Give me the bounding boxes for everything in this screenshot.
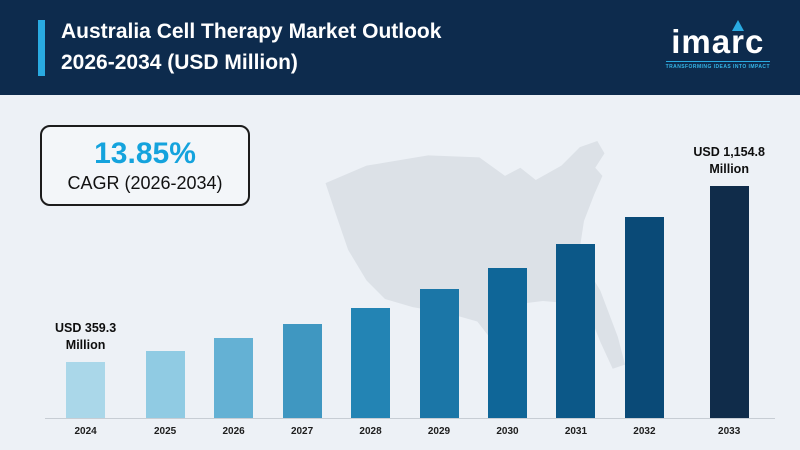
bar-column-2031: 2031 (556, 244, 596, 438)
bar-value-label-2024: USD 359.3 Million (55, 321, 117, 353)
bar-2029 (419, 289, 459, 419)
header: Australia Cell Therapy Market Outlook 20… (0, 0, 800, 95)
bar-2026 (214, 338, 254, 419)
bar-column-2033: USD 1,154.8 Million 2033 (693, 144, 765, 438)
bar-2032 (624, 217, 664, 419)
imarc-logo: imarc TRANSFORMING IDEAS INTO IMPACT (665, 20, 770, 70)
bar-column-2027: 2027 (282, 324, 322, 438)
x-axis-label-2025: 2025 (154, 426, 177, 437)
page-title: Australia Cell Therapy Market Outlook 20… (61, 17, 441, 78)
x-axis-label-2029: 2029 (427, 426, 451, 437)
x-axis-label-2031: 2031 (564, 426, 588, 437)
bar-column-2024: USD 359.3 Million 2024 (55, 320, 116, 438)
title-line-2: 2026-2034 (USD Million) (61, 50, 298, 74)
x-axis-label-2032: 2032 (633, 426, 656, 437)
bar-column-2029: 2029 (419, 289, 459, 438)
x-axis-label-2033: 2033 (718, 426, 741, 437)
bar-value-label-2033: USD 1,154.8 Million (693, 145, 765, 177)
bar-2024 (66, 362, 106, 419)
bar-2025 (145, 351, 185, 419)
logo-tagline: TRANSFORMING IDEAS INTO IMPACT (665, 61, 770, 70)
bar-column-2028: 2028 (351, 308, 391, 438)
bar-column-2032: 2032 (624, 217, 664, 438)
title-accent-bar (38, 19, 45, 76)
logo-text: imarc (671, 23, 765, 60)
usa-map-silhouette (325, 141, 625, 369)
title-line-1: Australia Cell Therapy Market Outlook (61, 20, 442, 44)
x-axis-label-2030: 2030 (496, 426, 519, 437)
bar-chart: USD 359.3 Million 2024 2025 2026 2027 2028 202… (45, 144, 775, 438)
bar-2031 (556, 244, 596, 419)
bar-column-2030: 2030 (487, 268, 527, 438)
x-axis-label-2026: 2026 (222, 426, 245, 437)
chart-area: 13.85% CAGR (2026-2034) USD 359.3 Millio… (0, 95, 800, 450)
x-axis-label-2027: 2027 (290, 426, 314, 437)
bar-2028 (351, 308, 391, 419)
bar-2030 (487, 268, 527, 419)
x-axis-label-2024: 2024 (74, 426, 97, 437)
bar-2027 (282, 324, 322, 419)
cagr-label: CAGR (2026-2034) (67, 173, 223, 193)
bar-2033 (709, 186, 749, 419)
logo-wordmark: imarc (671, 20, 765, 60)
x-axis-label-2028: 2028 (359, 426, 382, 437)
bar-column-2025: 2025 (145, 351, 185, 438)
logo-triangle-icon (732, 20, 745, 31)
cagr-value: 13.85% (94, 137, 196, 170)
cagr-badge: 13.85% CAGR (2026-2034) (40, 125, 250, 206)
bar-column-2026: 2026 (214, 338, 254, 438)
